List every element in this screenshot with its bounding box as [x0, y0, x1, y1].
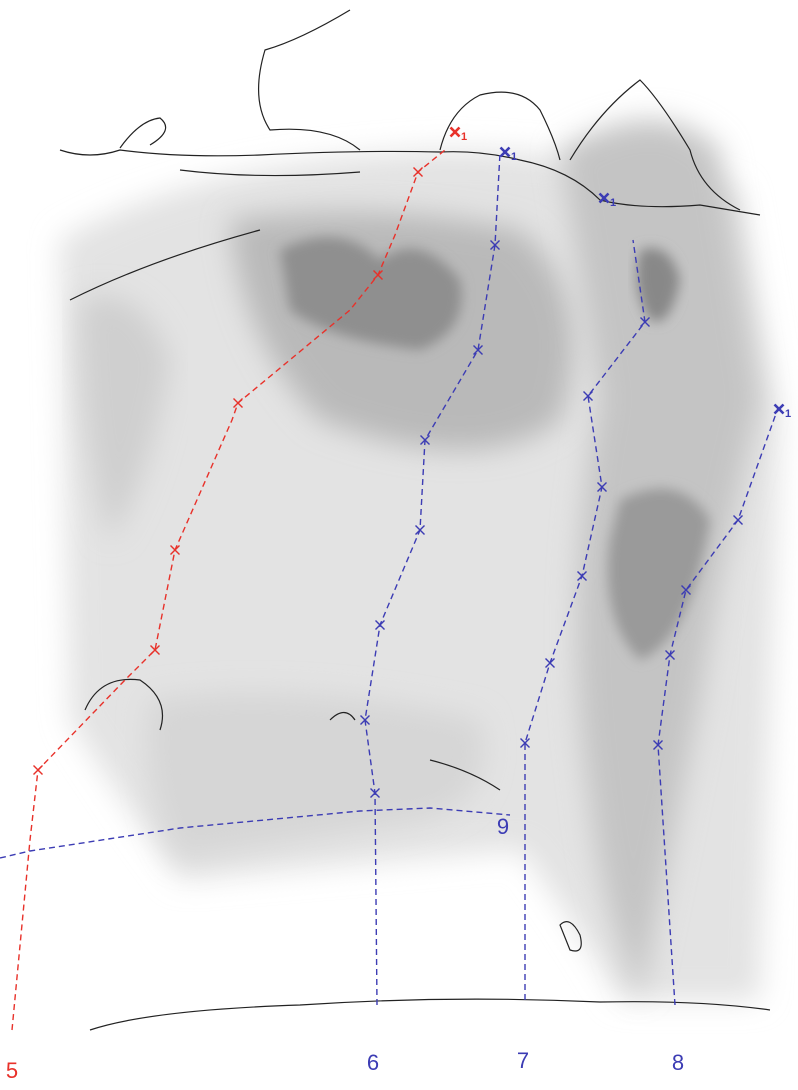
- bolt-mark: [150, 645, 160, 655]
- bolt-mark: [545, 658, 555, 668]
- bolt-mark: [597, 482, 607, 492]
- bolt-mark: [473, 345, 483, 355]
- route: 18: [653, 403, 791, 1075]
- bolt-mark: [370, 788, 380, 798]
- route: 17: [517, 192, 650, 1073]
- bolt-mark: [233, 398, 243, 408]
- anchor-label: 1: [511, 151, 517, 163]
- bolt-mark: [413, 167, 423, 177]
- route: 9: [0, 807, 511, 859]
- route-line: [657, 407, 779, 1006]
- anchor-label: 1: [461, 131, 467, 143]
- anchor-label: 1: [785, 408, 791, 420]
- bolt-mark: [640, 317, 650, 327]
- bolt-mark: [360, 715, 370, 725]
- route-number: 8: [672, 1050, 684, 1075]
- route-line: [0, 807, 511, 859]
- bolt-mark: [681, 585, 691, 595]
- anchor-label: 1: [610, 197, 616, 209]
- bolt-mark: [415, 525, 425, 535]
- bolt-mark: [653, 740, 663, 750]
- route-number: 6: [367, 1050, 379, 1075]
- bolt-mark: [33, 765, 43, 775]
- bolt-mark: [520, 738, 530, 748]
- bolt-mark: [773, 403, 785, 415]
- route: 15: [6, 126, 467, 1083]
- route-number: 9: [497, 814, 509, 839]
- bolt-mark: [490, 240, 500, 250]
- bolt-mark: [598, 192, 610, 204]
- route-number: 5: [6, 1058, 18, 1083]
- rock-shading: [60, 120, 780, 1000]
- bolt-mark: [577, 571, 587, 581]
- route-number: 7: [517, 1048, 529, 1073]
- bolt-mark: [499, 146, 511, 158]
- bolt-mark: [373, 270, 383, 280]
- route: 16: [360, 146, 517, 1075]
- bolt-mark: [170, 545, 180, 555]
- bolt-mark: [449, 126, 461, 138]
- bolt-mark: [733, 515, 743, 525]
- bolt-mark: [375, 620, 385, 630]
- bolt-mark: [665, 650, 675, 660]
- bolt-mark: [420, 435, 430, 445]
- route-line: [524, 239, 646, 1000]
- bolt-mark: [583, 391, 593, 401]
